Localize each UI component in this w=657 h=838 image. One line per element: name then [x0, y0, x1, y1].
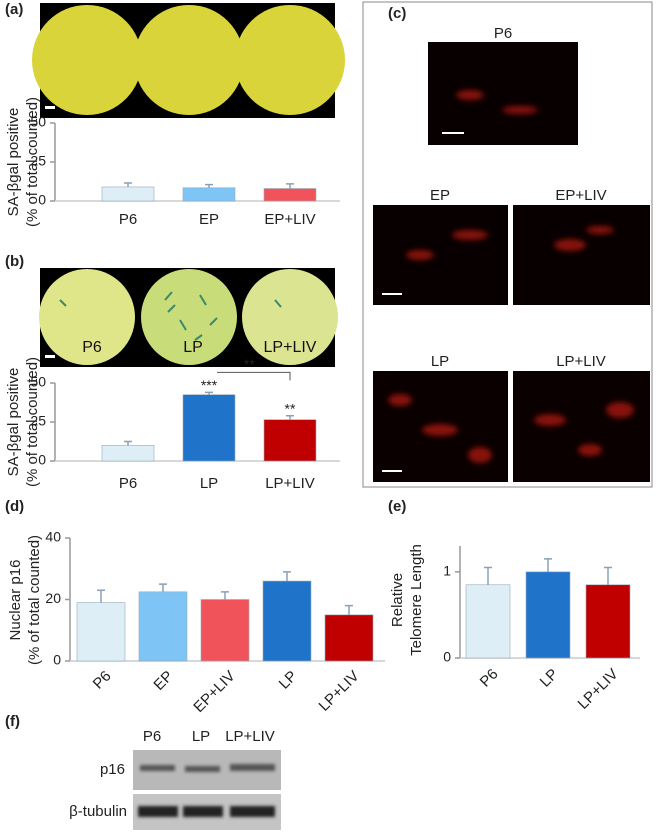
x-tick-label: EP+LIV	[264, 211, 315, 228]
panel-label: (a)	[5, 1, 23, 18]
x-tick-label: EP	[150, 668, 176, 694]
x-tick-label: EP+LIV	[190, 668, 238, 716]
image-label: P6	[494, 25, 512, 42]
x-tick-label: LP	[537, 666, 562, 691]
bar	[101, 186, 155, 202]
y-axis-label: (% of total counted)	[24, 97, 41, 227]
bar	[182, 187, 236, 202]
error-bar	[604, 566, 612, 585]
panel-b-images: P6 LP LP+LIV	[39, 268, 338, 367]
error-bar	[544, 558, 552, 572]
bar	[324, 614, 374, 662]
x-tick-label: P6	[119, 211, 137, 228]
x-tick-label: LP	[276, 668, 301, 693]
y-tick-label: 40	[45, 529, 61, 545]
x-tick-label: LP+LIV	[575, 666, 622, 713]
row-label: p16	[100, 761, 125, 778]
y-tick-label: 0	[53, 652, 61, 668]
error-bar	[205, 183, 213, 188]
bar	[525, 571, 571, 659]
x-tick-label: P6	[119, 475, 137, 492]
lane-label: LP+LIV	[225, 728, 275, 745]
panel-label: (b)	[5, 253, 24, 270]
bar	[585, 584, 631, 659]
y-axis-label: Nuclear p16	[7, 560, 24, 641]
error-bar	[286, 183, 294, 189]
x-tick-label: P6	[90, 668, 115, 693]
x-tick-label: LP+LIV	[265, 475, 315, 492]
y-tick-label: 0	[38, 192, 46, 208]
bar	[138, 591, 188, 662]
annotation: ***	[201, 377, 218, 393]
error-bar	[286, 415, 294, 420]
y-tick-label: 50	[30, 114, 46, 130]
y-tick-label: 0	[38, 452, 46, 468]
bar	[262, 580, 312, 662]
image-label: LP+LIV	[264, 339, 317, 356]
panel-label: (d)	[5, 498, 24, 515]
error-bar	[221, 591, 229, 600]
y-axis-label: SA-βgal positive	[5, 368, 22, 477]
y-tick-label: 0	[443, 649, 451, 665]
lane-label: LP	[192, 728, 210, 745]
image-label: LP	[431, 353, 449, 370]
image-label: P6	[82, 339, 102, 356]
x-tick-label: EP	[199, 211, 219, 228]
bar	[465, 584, 511, 659]
error-bar	[124, 440, 132, 446]
y-tick-label: 50	[30, 374, 46, 390]
panel-a-images	[32, 3, 345, 118]
image-label: EP	[430, 187, 450, 204]
error-bar	[124, 182, 132, 187]
x-tick-label: LP+LIV	[316, 668, 363, 715]
panel-label: (f)	[5, 713, 20, 730]
bar	[182, 394, 236, 462]
y-axis-label: SA-βgal positive	[5, 108, 22, 217]
y-tick-label: 1	[443, 563, 451, 579]
bar	[76, 602, 126, 662]
x-tick-label: P6	[477, 666, 502, 691]
error-bar	[159, 583, 167, 592]
panel-label: (e)	[388, 498, 406, 515]
y-tick-label: 25	[30, 413, 46, 429]
error-bar	[283, 571, 291, 582]
row-label: β-tubulin	[69, 803, 127, 820]
lane-label: P6	[143, 728, 161, 745]
panel-f: (f) P6 LP LP+LIV p16 β-tubulin	[5, 713, 281, 830]
bracket	[217, 371, 291, 381]
y-axis-label: (% of total counted)	[24, 357, 41, 487]
bar	[101, 445, 155, 462]
bar	[263, 419, 317, 462]
y-tick-label: 25	[30, 153, 46, 169]
y-tick-label: 20	[45, 590, 61, 606]
x-tick-label: LP	[200, 475, 218, 492]
y-axis-label: Relative	[389, 573, 406, 627]
y-axis-label: Telomere Length	[408, 544, 425, 656]
annotation: **	[244, 356, 255, 372]
image-label: LP+LIV	[556, 353, 606, 370]
error-bar	[345, 604, 353, 615]
bar	[263, 188, 317, 202]
error-bar	[484, 566, 492, 585]
panel-c: (c) P6 EP EP+LIV LP LP+LIV	[362, 1, 653, 488]
image-label: LP	[183, 339, 203, 356]
error-bar	[205, 391, 213, 395]
error-bar	[97, 589, 105, 603]
panel-label: (c)	[388, 5, 406, 22]
bar	[200, 599, 250, 662]
image-label: EP+LIV	[555, 187, 606, 204]
y-axis-label: (% of total counted)	[26, 535, 43, 665]
annotation: **	[285, 400, 296, 416]
